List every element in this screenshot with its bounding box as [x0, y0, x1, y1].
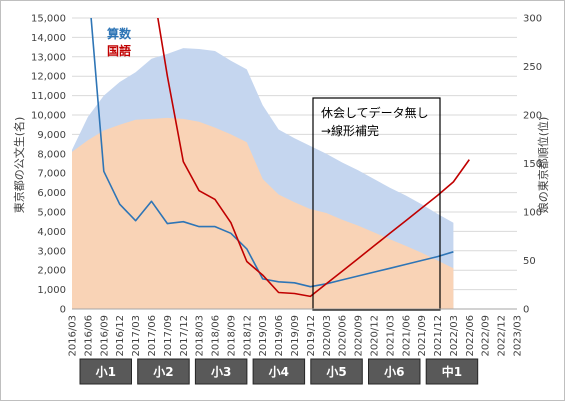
- annotation-box: 休会してデータ無し →線形補完: [312, 97, 441, 311]
- x-tick-label: 2021/03: [385, 315, 396, 357]
- y-right-tick-label: 200: [523, 111, 542, 122]
- x-tick-label: 2022/06: [465, 315, 476, 357]
- x-tick-label: 2017/03: [131, 315, 142, 357]
- y-left-tick-label: 8,000: [37, 149, 66, 160]
- grade-box: [252, 358, 306, 385]
- legend: 算数 国語: [107, 26, 132, 58]
- x-tick-label: 2016/09: [99, 315, 110, 357]
- x-tick-label: 2018/09: [226, 315, 237, 357]
- line-series: [90, 18, 470, 298]
- y-left-tick-label: 9,000: [37, 130, 66, 141]
- y-left-tick-label: 15,000: [31, 14, 66, 25]
- x-tick-label: 2016/12: [115, 315, 126, 357]
- grade-label: 小5: [326, 364, 346, 379]
- x-tick-label: 2016/06: [83, 315, 94, 357]
- y-left-tick-label: 5,000: [37, 208, 66, 219]
- y-left-tick-label: 14,000: [31, 33, 66, 44]
- y-left-tick-label: 2,000: [37, 266, 66, 277]
- x-tick-label: 2017/06: [147, 315, 158, 357]
- y-left-tick-label: 3,000: [37, 246, 66, 257]
- grade-box: [310, 358, 363, 385]
- y-right-tick-label: 50: [523, 256, 536, 267]
- x-tick-label: 2021/12: [433, 315, 444, 357]
- x-tick-label: 2018/06: [211, 315, 222, 357]
- legend-math-label: 算数: [107, 26, 132, 41]
- area-series-1: [72, 117, 454, 310]
- grade-label: 小4: [269, 364, 289, 379]
- grade-box: [368, 358, 421, 385]
- y-axis-left-label: 東京都の公文生(名): [12, 117, 26, 214]
- x-tick-label: 2020/03: [322, 315, 333, 357]
- y-left-tick-label: 7,000: [37, 169, 66, 180]
- grade-label: 小3: [211, 364, 231, 379]
- y-left-tick-label: 11,000: [31, 91, 66, 102]
- x-tick-label: 2022/12: [497, 315, 508, 357]
- x-tick-label: 2018/03: [195, 315, 206, 357]
- x-tick-label: 2021/06: [401, 315, 412, 357]
- x-tick-label: 2020/09: [354, 315, 365, 357]
- legend-japanese-label: 国語: [107, 43, 131, 58]
- annotation-line-2: →線形補完: [321, 123, 379, 138]
- x-tick-label: 2018/12: [242, 315, 253, 357]
- y-left-tick-label: 0: [60, 305, 66, 316]
- x-tick-label: 2022/03: [449, 315, 460, 357]
- x-tick-label: 2021/09: [417, 315, 428, 357]
- x-tick-label: 2020/06: [338, 315, 349, 357]
- grade-box: [79, 358, 132, 385]
- x-tick-label: 2019/06: [274, 315, 285, 357]
- x-tick-label: 2019/09: [290, 315, 301, 357]
- axes: 0 1,000 2,000 3,000 4,000 5,000 6,000 7,000 8,00…: [31, 14, 542, 357]
- line-japanese: [157, 18, 470, 298]
- y-right-tick-label: 0: [523, 305, 529, 316]
- y-left-tick-label: 4,000: [37, 227, 66, 238]
- x-tick-label: 2023/03: [513, 315, 524, 357]
- grade-band: 小1 小2 小3 小4 小5 小6 中1: [79, 358, 479, 385]
- grade-label: 中1: [442, 364, 462, 379]
- y-right-tick-label: 300: [523, 14, 542, 25]
- grade-label: 小6: [384, 364, 404, 379]
- x-tick-label: 2017/09: [163, 315, 174, 357]
- x-tick-label: 2019/12: [306, 315, 317, 357]
- grade-box: [194, 358, 248, 385]
- y-left-tick-label: 1,000: [37, 285, 66, 296]
- grade-box: [137, 358, 190, 385]
- y-right-tick-label: 100: [523, 208, 542, 219]
- y-left-tick-label: 13,000: [31, 52, 66, 63]
- x-tick-label: 2016/03: [68, 315, 79, 357]
- grade-label: 小1: [96, 364, 116, 379]
- y-axis-right-label: 娘の東京都順位(位): [536, 117, 550, 214]
- y-left-tick-label: 10,000: [31, 111, 66, 122]
- x-tick-label: 2019/03: [258, 315, 269, 357]
- y-right-tick-label: 150: [523, 159, 542, 170]
- y-left-tick-label: 6,000: [37, 188, 66, 199]
- x-tick-label: 2022/09: [481, 315, 492, 357]
- grade-label: 小2: [153, 364, 173, 379]
- x-tick-label: 2020/12: [370, 315, 381, 357]
- y-right-tick-label: 250: [523, 62, 542, 73]
- grade-box: [425, 358, 479, 385]
- line-math: [90, 18, 454, 288]
- y-left-tick-label: 12,000: [31, 72, 66, 83]
- x-tick-label: 2017/12: [179, 315, 190, 357]
- annotation-line-1: 休会してデータ無し: [321, 105, 429, 120]
- area-series: [72, 48, 454, 310]
